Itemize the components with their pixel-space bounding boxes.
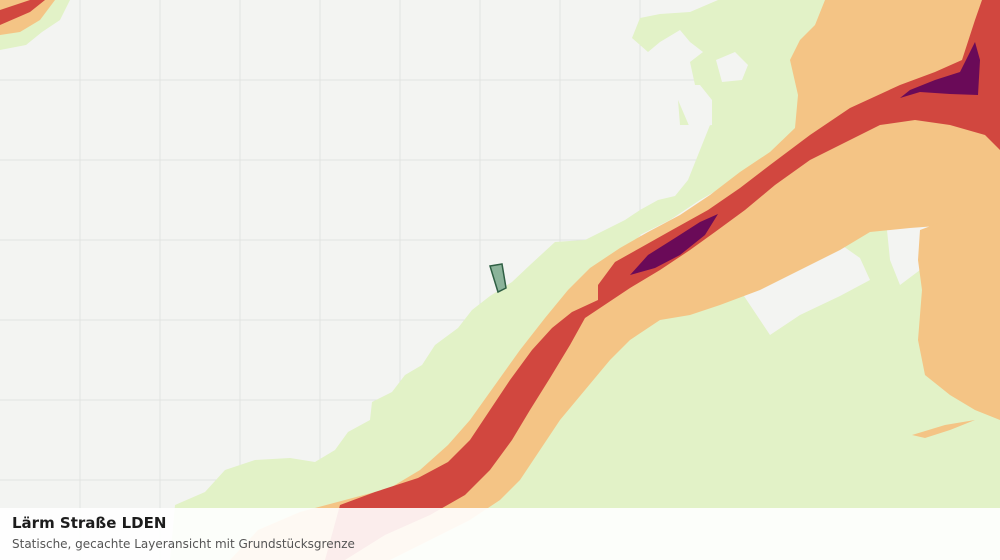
noise-band-high bbox=[630, 42, 980, 275]
parcel-boundary[interactable] bbox=[489, 263, 507, 294]
map-subtitle: Statische, gecachte Layeransicht mit Gru… bbox=[12, 537, 355, 551]
map-title: Lärm Straße LDEN bbox=[12, 514, 167, 532]
map-caption: Lärm Straße LDEN Statische, gecachte Lay… bbox=[0, 508, 1000, 560]
